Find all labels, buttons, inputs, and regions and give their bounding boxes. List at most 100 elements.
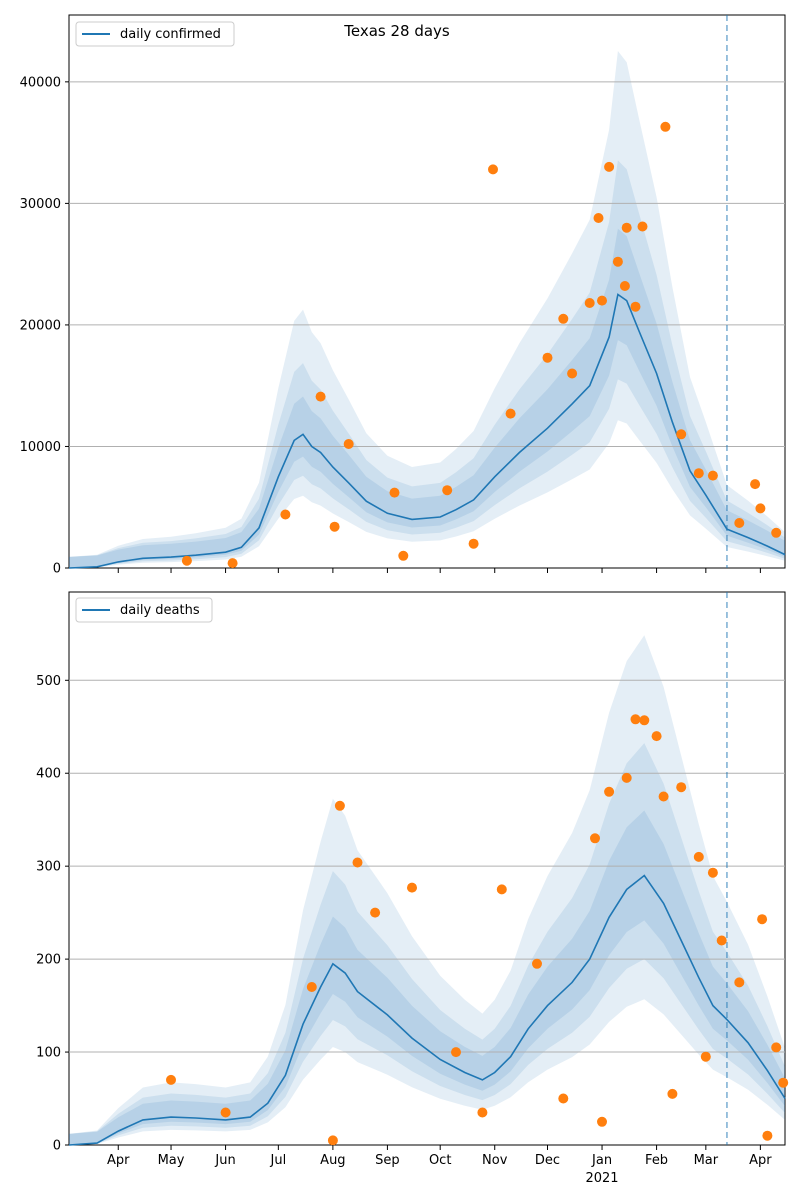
- x-tick-label: Jun: [214, 1153, 235, 1168]
- data-point: [468, 538, 479, 549]
- y-tick-label: 40000: [20, 75, 61, 90]
- data-point: [398, 550, 409, 561]
- data-point: [597, 295, 607, 306]
- data-point: [407, 882, 417, 893]
- data-point: [757, 914, 768, 925]
- data-point: [750, 479, 761, 490]
- data-point: [676, 782, 687, 793]
- data-point: [505, 408, 516, 419]
- legend-deaths: daily deaths: [75, 597, 213, 623]
- data-point: [370, 907, 381, 918]
- data-point: [334, 800, 345, 811]
- data-point: [227, 558, 238, 569]
- uncertainty-band: [69, 743, 785, 1145]
- uncertainty-band: [69, 810, 785, 1145]
- data-point: [532, 958, 542, 969]
- data-point: [630, 301, 641, 312]
- data-point: [567, 368, 578, 379]
- y-tick-label: 100: [36, 1046, 61, 1061]
- data-point: [762, 1130, 773, 1141]
- data-point: [604, 161, 615, 172]
- data-point: [734, 977, 745, 988]
- data-point: [651, 731, 662, 742]
- data-point: [771, 1042, 782, 1053]
- x-tick-label: Mar: [694, 1153, 719, 1168]
- data-point: [593, 213, 604, 223]
- axes-frame: [68, 591, 786, 1146]
- data-point: [306, 982, 317, 992]
- data-point: [315, 391, 326, 402]
- uncertainty-band: [69, 160, 785, 568]
- axes-frame: [68, 14, 786, 569]
- data-point: [542, 352, 553, 363]
- data-point: [389, 487, 400, 498]
- y-tick-label: 500: [36, 674, 61, 689]
- data-point: [181, 555, 192, 566]
- x-tick-label: Apr: [107, 1153, 130, 1168]
- data-point: [755, 503, 766, 514]
- uncertainty-band: [69, 635, 785, 1145]
- data-point: [630, 714, 641, 725]
- x-year-label: 2021: [585, 1171, 618, 1186]
- data-point: [676, 429, 687, 440]
- data-point: [619, 281, 630, 291]
- data-point: [590, 833, 600, 844]
- x-tick-label: Sep: [375, 1153, 400, 1168]
- data-point: [488, 164, 498, 175]
- y-tick-label: 30000: [20, 197, 61, 212]
- x-tick-label: Feb: [645, 1153, 668, 1168]
- bands-layer: [69, 635, 785, 1145]
- panel-deaths: daily deaths 0 100 200 300 400 500 Apr May Jun Ju…: [36, 591, 789, 1186]
- data-point: [637, 221, 648, 232]
- data-point: [693, 851, 704, 862]
- data-point: [558, 1093, 569, 1104]
- data-point: [667, 1088, 678, 1099]
- data-point: [597, 1116, 607, 1127]
- bands-layer: [69, 51, 785, 569]
- data-point: [496, 884, 507, 895]
- x-tick-label: Nov: [482, 1153, 508, 1168]
- data-point: [604, 786, 615, 797]
- data-point: [220, 1107, 231, 1118]
- legend-label: daily confirmed: [120, 27, 221, 42]
- data-point: [612, 256, 623, 267]
- y-tick-label: 0: [53, 562, 61, 577]
- data-point: [693, 468, 704, 479]
- median-line: [68, 293, 786, 569]
- median-line: [68, 874, 786, 1146]
- data-point: [584, 298, 595, 308]
- x-tick-label: May: [158, 1153, 185, 1168]
- data-point: [343, 439, 354, 449]
- data-point: [716, 935, 727, 946]
- data-point: [707, 470, 718, 481]
- legend-label: daily deaths: [120, 603, 200, 618]
- data-point: [558, 313, 569, 324]
- legend-box: [75, 21, 235, 47]
- uncertainty-band: [69, 51, 785, 568]
- data-point: [352, 857, 363, 868]
- data-point: [700, 1051, 711, 1062]
- x-tick-label: Dec: [535, 1153, 560, 1168]
- legend-box: [75, 597, 213, 623]
- data-point: [442, 485, 453, 496]
- data-point: [327, 1135, 338, 1146]
- legend-confirmed: daily confirmed: [75, 21, 235, 47]
- x-tick-label: Apr: [749, 1153, 772, 1168]
- data-point: [707, 867, 718, 878]
- data-point: [621, 222, 632, 233]
- y-tick-label: 200: [36, 953, 61, 968]
- y-tick-label: 400: [36, 767, 61, 782]
- data-point: [280, 509, 291, 520]
- data-point: [734, 518, 745, 528]
- data-point: [166, 1074, 176, 1085]
- x-tick-label: Aug: [320, 1153, 345, 1168]
- data-point: [451, 1047, 461, 1058]
- data-point: [329, 521, 340, 532]
- data-point: [621, 772, 632, 783]
- data-point: [771, 527, 782, 538]
- x-tick-label: Jul: [270, 1153, 287, 1168]
- data-point: [658, 791, 669, 802]
- data-point: [477, 1107, 488, 1118]
- panel-confirmed: Texas 28 days daily confirmed 0 10000 2000…: [20, 14, 786, 577]
